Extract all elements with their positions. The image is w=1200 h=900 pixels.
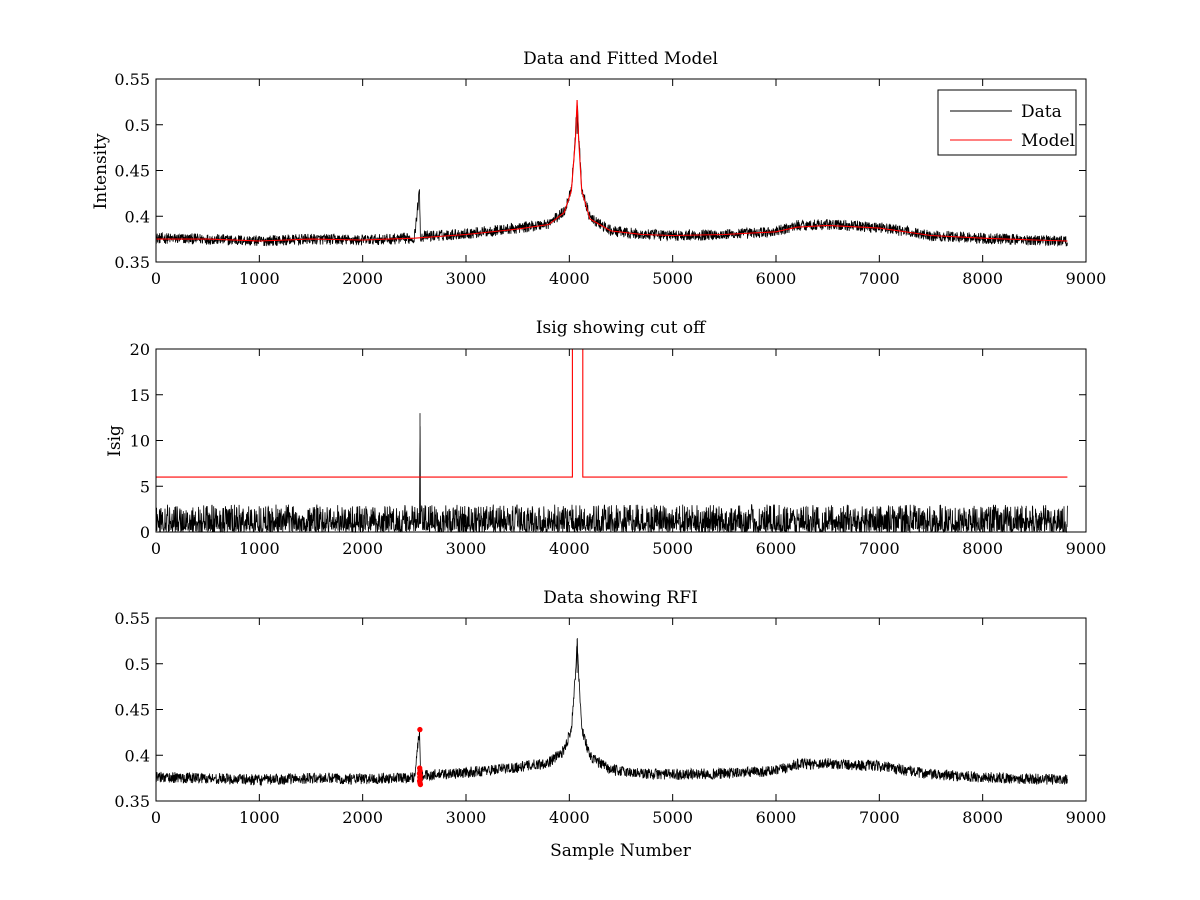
x-tick-label: 4000 — [549, 269, 590, 288]
panel-title: Data and Fitted Model — [523, 49, 718, 69]
x-tick-label: 2000 — [342, 269, 383, 288]
series-line-isig — [155, 413, 1068, 534]
y-tick-label: 0.55 — [114, 609, 150, 628]
x-tick-label: 7000 — [859, 808, 900, 827]
x-tick-label: 0 — [151, 808, 161, 827]
y-tick-label: 10 — [130, 432, 150, 451]
x-tick-label: 3000 — [446, 269, 487, 288]
x-tick-label: 5000 — [652, 539, 693, 558]
panel-title: Data showing RFI — [543, 588, 698, 608]
panel-title: Isig showing cut off — [536, 318, 707, 338]
x-tick-label: 9000 — [1066, 539, 1107, 558]
x-tick-label: 0 — [151, 539, 161, 558]
x-tick-label: 1000 — [239, 539, 280, 558]
x-tick-label: 3000 — [446, 539, 487, 558]
y-tick-label: 0.35 — [114, 792, 150, 811]
series-line-model — [156, 99, 1068, 242]
panel-isig-showing-cut-off: Isig showing cut off Isig 0 1000 2000 3000 4… — [105, 318, 1106, 558]
x-tick-label: 6000 — [756, 808, 797, 827]
legend: Data Model — [937, 89, 1077, 156]
y-axis-label: Intensity — [91, 133, 111, 209]
plot-area: 0 1000 2000 3000 4000 5000 6000 7000 8000 9000 0.3… — [114, 70, 1106, 288]
y-axis-label: Isig — [105, 425, 125, 457]
series-line-data — [155, 638, 1068, 787]
y-tick-label: 15 — [130, 386, 150, 405]
y-tick-label: 0.5 — [125, 116, 150, 135]
y-tick-label: 0.45 — [114, 162, 150, 181]
x-tick-label: 5000 — [652, 808, 693, 827]
legend-label-data: Data — [1021, 102, 1062, 122]
y-tick-label: 0.5 — [125, 655, 150, 674]
x-tick-label: 6000 — [756, 269, 797, 288]
x-tick-label: 7000 — [859, 539, 900, 558]
y-tick-label: 5 — [140, 477, 150, 496]
y-tick-label: 0 — [140, 523, 150, 542]
x-tick-label: 2000 — [342, 808, 383, 827]
x-tick-label: 4000 — [549, 539, 590, 558]
x-tick-label: 8000 — [962, 269, 1003, 288]
x-axis-label: Sample Number — [550, 841, 692, 861]
x-tick-label: 7000 — [859, 269, 900, 288]
x-tick-label: 1000 — [239, 808, 280, 827]
rfi-point — [417, 781, 424, 788]
x-tick-label: 2000 — [342, 539, 383, 558]
x-tick-label: 8000 — [962, 808, 1003, 827]
rfi-point — [417, 726, 423, 733]
panel-data-showing-rfi: Data showing RFI Sample Number 0 1000 2000… — [114, 588, 1106, 861]
x-tick-label: 0 — [151, 269, 161, 288]
legend-box — [937, 89, 1077, 156]
x-tick-label: 9000 — [1066, 808, 1107, 827]
x-tick-label: 9000 — [1066, 269, 1107, 288]
plot-area: 0 1000 2000 3000 4000 5000 6000 7000 8000 9000 0 5 1… — [130, 340, 1107, 558]
x-tick-label: 5000 — [652, 269, 693, 288]
x-tick-label: 3000 — [446, 808, 487, 827]
x-tick-label: 8000 — [962, 539, 1003, 558]
x-tick-label: 6000 — [756, 539, 797, 558]
y-tick-label: 0.4 — [125, 207, 150, 226]
y-tick-label: 0.35 — [114, 253, 150, 272]
y-tick-label: 0.55 — [114, 70, 150, 89]
x-tick-label: 1000 — [239, 269, 280, 288]
plot-area: 0 1000 2000 3000 4000 5000 6000 7000 8000 9000 0.3… — [114, 609, 1106, 827]
y-tick-label: 0.45 — [114, 701, 150, 720]
legend-label-model: Model — [1021, 131, 1075, 151]
panel-data-and-fitted-model: Data and Fitted Model Intensity 0 1000 200… — [91, 49, 1106, 288]
y-tick-label: 0.4 — [125, 746, 150, 765]
y-tick-label: 20 — [130, 340, 150, 359]
x-tick-label: 4000 — [549, 808, 590, 827]
